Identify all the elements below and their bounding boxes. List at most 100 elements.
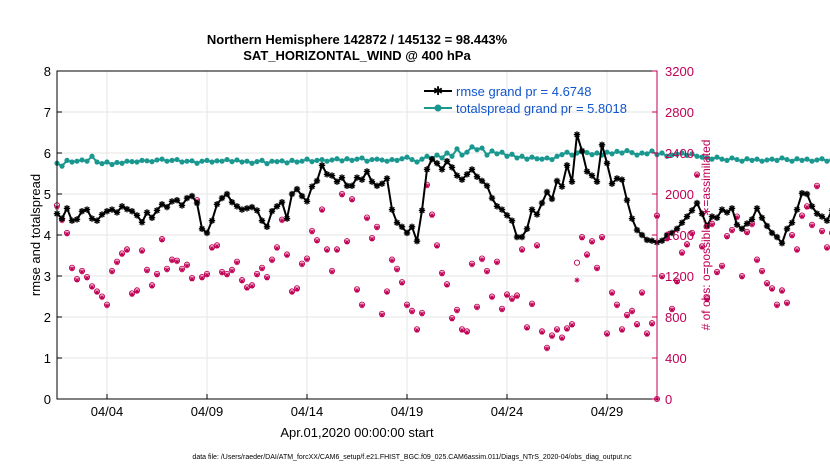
totalspread-point xyxy=(119,160,125,166)
obs-assimilated-point xyxy=(459,327,465,333)
totalspread-point xyxy=(409,156,415,163)
totalspread-point xyxy=(749,157,755,163)
totalspread-point xyxy=(199,158,205,164)
rmse-point xyxy=(198,225,206,233)
rmse-point xyxy=(778,240,786,247)
totalspread-point xyxy=(724,157,730,163)
obs-assimilated-point xyxy=(584,252,590,259)
rmse-point xyxy=(558,183,566,190)
rmse-point xyxy=(473,173,481,180)
rmse-point xyxy=(283,215,291,222)
totalspread-point xyxy=(789,158,795,164)
y-tick-label-right: 400 xyxy=(665,351,687,366)
rmse-point xyxy=(633,226,641,234)
totalspread-point xyxy=(139,157,145,163)
totalspread-point xyxy=(269,158,275,164)
rmse-point xyxy=(68,217,76,224)
rmse-point xyxy=(188,192,196,200)
totalspread-point xyxy=(584,149,590,156)
y-tick-label-right: 2800 xyxy=(665,105,694,120)
y-tick-label-left: 5 xyxy=(44,187,51,202)
obs-assimilated-point xyxy=(824,245,830,251)
obs-assimilated-point xyxy=(104,303,110,309)
totalspread-point xyxy=(509,151,515,157)
obs-assimilated-point xyxy=(469,262,475,268)
totalspread-point xyxy=(559,152,565,158)
rmse-point xyxy=(533,211,541,218)
totalspread-point xyxy=(189,158,195,164)
rmse-point xyxy=(323,171,331,178)
rmse-point xyxy=(493,203,501,210)
obs-assimilated-point xyxy=(589,239,595,245)
totalspread-point xyxy=(209,159,215,165)
obs-assimilated-point xyxy=(179,267,185,273)
rmse-point xyxy=(168,198,176,205)
totalspread-point xyxy=(114,159,120,166)
totalspread-point xyxy=(764,157,770,163)
obs-assimilated-point xyxy=(529,302,535,308)
totalspread-point xyxy=(224,156,230,163)
obs-assimilated-point xyxy=(639,290,645,297)
rmse-point xyxy=(218,194,226,202)
totalspread-point xyxy=(369,156,375,163)
totalspread-point xyxy=(469,144,475,150)
obs-assimilated-point xyxy=(709,222,715,228)
rmse-point xyxy=(363,168,371,175)
obs-assimilated-point xyxy=(184,263,190,269)
totalspread-point xyxy=(564,149,570,155)
obs-assimilated-point xyxy=(699,244,705,250)
rmse-point xyxy=(798,189,806,197)
obs-assimilated-point xyxy=(774,303,780,309)
totalspread-point xyxy=(544,155,550,161)
x-tick-label: 04/19 xyxy=(391,404,424,419)
rmse-point xyxy=(58,215,66,222)
rmse-point xyxy=(438,166,446,173)
obs-assimilated-point xyxy=(474,305,480,311)
totalspread-point xyxy=(679,150,685,156)
totalspread-point xyxy=(549,156,555,163)
rmse-point xyxy=(718,206,726,213)
rmse-point xyxy=(463,171,471,178)
obs-assimilated-point xyxy=(379,312,385,318)
rmse-point xyxy=(458,176,466,183)
obs-assimilated-point xyxy=(759,269,765,275)
obs-assimilated-point xyxy=(789,233,795,239)
obs-assimilated-point xyxy=(439,271,445,277)
rmse-point xyxy=(728,205,736,212)
obs-assimilated-point xyxy=(289,289,295,295)
rmse-point xyxy=(88,215,96,222)
obs-assimilated-point xyxy=(304,257,310,263)
obs-assimilated-point xyxy=(389,258,395,264)
totalspread-point xyxy=(444,150,450,156)
obs-assimilated-point xyxy=(674,279,680,285)
rmse-point xyxy=(528,206,536,213)
obs-assimilated-point xyxy=(139,248,145,254)
obs-assimilated-point xyxy=(149,283,155,289)
obs-assimilated-point xyxy=(524,325,530,331)
rmse-point xyxy=(238,206,246,213)
rmse-point xyxy=(483,182,491,189)
obs-assimilated-point xyxy=(349,197,355,203)
totalspread-point xyxy=(314,157,320,163)
rmse-point xyxy=(608,180,616,187)
obs-assimilated-point xyxy=(249,283,255,289)
obs-assimilated-point xyxy=(564,326,570,332)
totalspread-point xyxy=(259,157,265,163)
rmse-point xyxy=(243,205,251,212)
obs-assimilated-point xyxy=(204,272,210,278)
totalspread-point xyxy=(624,147,630,154)
obs-assimilated-point xyxy=(464,329,470,335)
obs-assimilated-point xyxy=(629,309,635,315)
totalspread-point xyxy=(684,152,690,159)
obs-assimilated-point xyxy=(614,303,620,309)
obs-assimilated-point xyxy=(119,251,125,258)
rmse-point xyxy=(373,182,381,189)
totalspread-point xyxy=(414,159,420,165)
rmse-point xyxy=(683,213,691,220)
totalspread-point xyxy=(689,151,695,157)
obs-assimilated-point xyxy=(479,257,485,263)
obs-possible-point xyxy=(828,230,830,236)
totalspread-point xyxy=(459,152,465,158)
y-tick-label-left: 4 xyxy=(44,228,51,243)
obs-assimilated-point xyxy=(359,303,365,309)
